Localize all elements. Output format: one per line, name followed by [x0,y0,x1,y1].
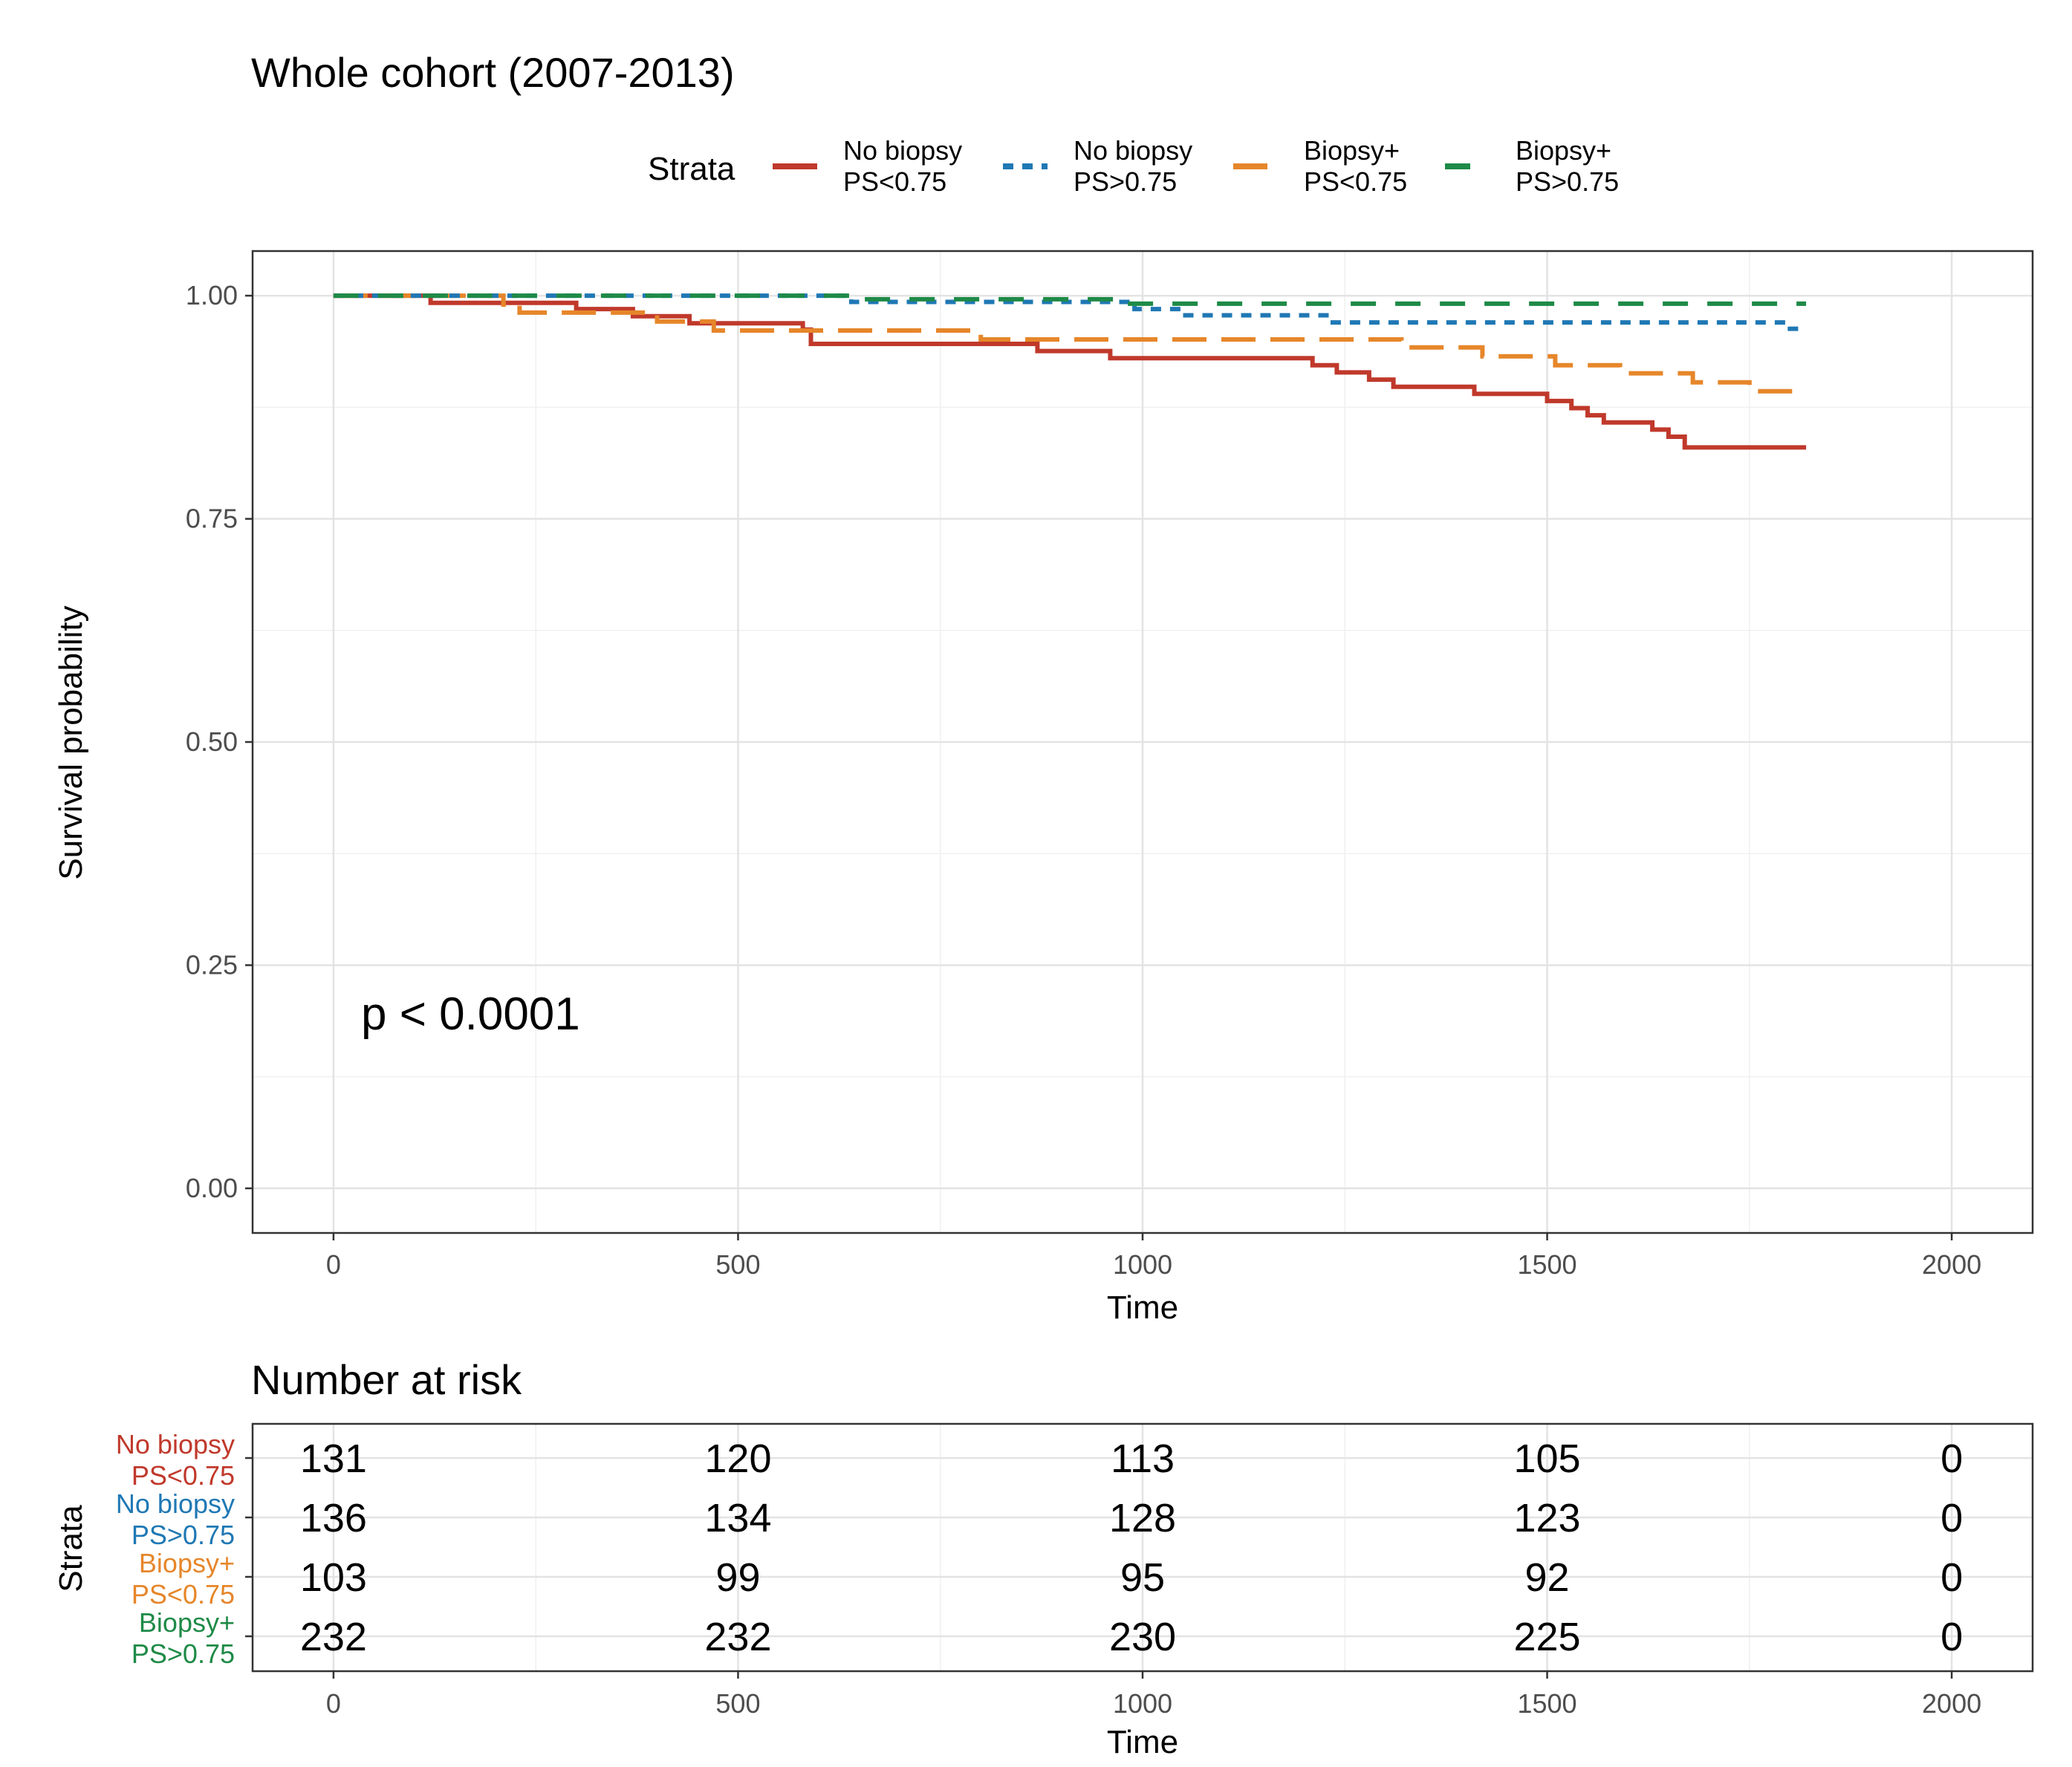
y-tick-label: 1.00 [186,280,238,310]
risk-count: 113 [1111,1436,1175,1481]
p-value-annotation: p < 0.0001 [361,989,580,1040]
risk-x-tick-label: 500 [715,1688,760,1719]
y-tick-label: 0.75 [186,504,238,534]
plot-gridlines [253,251,2033,1233]
risk-count: 0 [1941,1615,1963,1659]
survival-plot: 0 500 1000 1500 2000 0.00 0.25 0.50 0.75 1.00 p <… [53,250,2034,1326]
x-tick-label: 500 [715,1249,760,1280]
chart-title: Whole cohort (2007-2013) [251,49,735,96]
risk-count: 225 [1513,1615,1580,1659]
risk-table-x-axis-title: Time [1107,1724,1178,1760]
risk-count: 230 [1109,1615,1176,1659]
y-axis-title: Survival probability [53,605,89,879]
risk-count: 232 [704,1615,771,1659]
risk-count: 131 [300,1436,367,1481]
legend-label-line1: Biopsy+ [1516,135,1611,166]
risk-count: 103 [300,1555,367,1600]
risk-x-tick-label: 1500 [1517,1688,1576,1719]
risk-row-label-line1: Biopsy+ [139,1548,235,1578]
survival-curves [333,293,1807,450]
legend-label-line2: PS<0.75 [1304,166,1407,197]
survival-curve-2 [333,293,1807,331]
risk-count: 0 [1941,1436,1963,1481]
y-tick-label: 0.50 [186,726,238,757]
risk-count: 0 [1941,1555,1963,1600]
y-tick-label: 0.00 [186,1173,238,1203]
x-tick-label: 2000 [1922,1249,1981,1280]
risk-row-label-line2: PS<0.75 [131,1460,235,1491]
risk-count: 123 [1513,1496,1580,1540]
risk-row-label-line1: Biopsy+ [139,1607,235,1638]
risk-table-y-axis-title: Strata [53,1505,89,1592]
legend-title: Strata [648,151,735,187]
legend-label-line1: No biopsy [843,135,962,166]
survival-curve-1 [333,293,1807,450]
risk-row-label-line1: No biopsy [116,1429,235,1460]
x-tick-label: 1000 [1113,1249,1172,1280]
risk-count: 128 [1109,1496,1176,1540]
risk-table-axis-ticks: 0 500 1000 1500 2000 [326,1671,1981,1719]
x-tick-label: 1500 [1517,1249,1576,1280]
risk-table-cells: 131 120 113 105 0 136 134 128 123 0 103 99 95 92 0 232 2… [300,1436,1963,1659]
risk-x-tick-label: 0 [326,1688,341,1719]
x-tick-label: 0 [326,1249,341,1280]
legend-label-line1: No biopsy [1074,135,1192,166]
risk-row-label-line2: PS<0.75 [131,1579,235,1610]
risk-x-tick-label: 1000 [1113,1688,1172,1719]
risk-table-title: Number at risk [251,1356,522,1403]
risk-count: 95 [1120,1555,1165,1600]
main-axis-ticks: 0 500 1000 1500 2000 0.00 0.25 0.50 0.75 1.00 [186,280,1981,1280]
risk-table-gridlines [253,1424,2033,1671]
risk-table: Number at risk 131 120 113 105 0 136 134 128 123… [53,1356,2034,1760]
legend-label-line2: PS<0.75 [843,166,946,197]
risk-count: 105 [1513,1436,1580,1481]
risk-count: 136 [300,1496,367,1540]
risk-row-label-line2: PS>0.75 [131,1520,235,1550]
risk-count: 92 [1525,1555,1570,1600]
survival-curve-4 [333,293,1807,306]
survival-curve-3 [333,293,1807,394]
risk-x-tick-label: 2000 [1922,1688,1981,1719]
risk-count: 232 [300,1615,367,1659]
x-axis-title: Time [1107,1289,1178,1326]
legend-label-line2: PS>0.75 [1516,166,1619,197]
risk-row-label-line2: PS>0.75 [131,1639,235,1669]
risk-count: 120 [704,1436,771,1481]
legend-label-line1: Biopsy+ [1304,135,1400,166]
legend-label-line2: PS>0.75 [1074,166,1177,197]
risk-count: 0 [1941,1496,1963,1540]
risk-count: 99 [715,1555,760,1600]
risk-row-label-line1: No biopsy [116,1488,235,1519]
risk-count: 134 [704,1496,771,1540]
y-tick-label: 0.25 [186,949,238,980]
